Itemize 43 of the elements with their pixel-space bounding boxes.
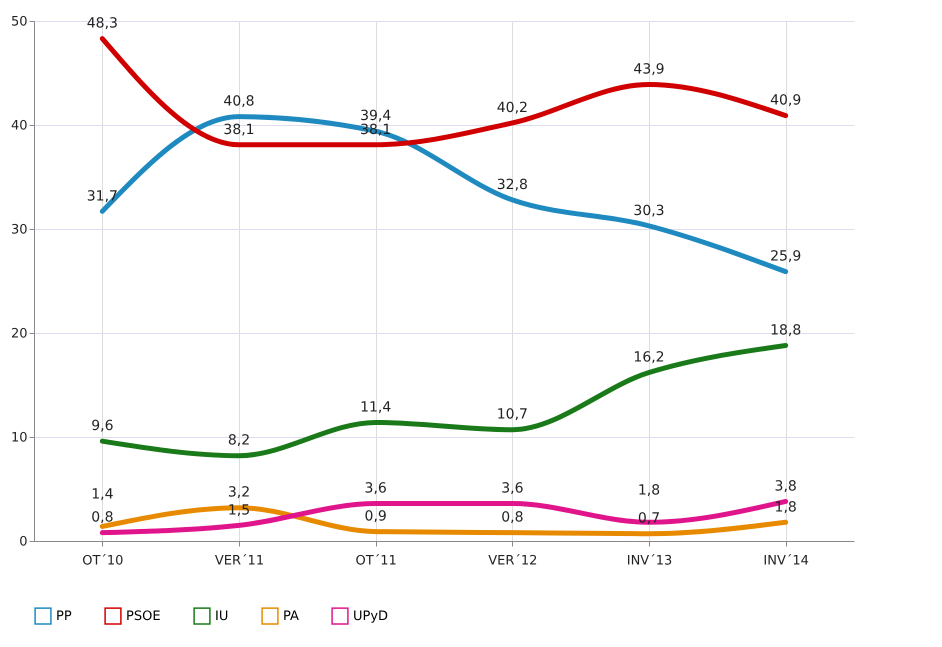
data-label: 1,8: [638, 482, 660, 498]
data-label: 18,8: [770, 322, 802, 338]
data-label: 32,8: [496, 176, 528, 193]
y-tick-label: 40: [10, 118, 28, 134]
x-tick-label: OT´11: [356, 554, 397, 568]
data-label: 43,9: [633, 61, 665, 78]
y-tick-label: 0: [19, 534, 28, 550]
legend-label: PP: [56, 609, 72, 624]
y-tick-label: 50: [10, 14, 28, 30]
data-label: 10,7: [496, 406, 528, 423]
data-label: 40,9: [770, 92, 802, 109]
x-tick-label: VER´11: [214, 554, 264, 568]
legend-label: IU: [215, 609, 228, 624]
data-label: 1,4: [91, 486, 114, 502]
data-label: 0,9: [364, 508, 387, 525]
data-label: 40,2: [496, 100, 528, 116]
data-label: 25,9: [770, 248, 802, 265]
data-label: 39,4: [360, 108, 392, 124]
data-label: 3,2: [228, 484, 250, 501]
data-label: 0,8: [91, 510, 114, 526]
y-tick-label: 10: [10, 430, 28, 446]
data-label: 48,3: [86, 16, 118, 32]
y-tick-label: 20: [10, 326, 28, 342]
data-label: 16,2: [633, 350, 665, 366]
data-label: 3,6: [364, 480, 387, 497]
x-tick-label: OT´10: [82, 554, 124, 568]
data-label: 3,6: [501, 480, 524, 497]
data-label: 30,3: [633, 202, 665, 219]
x-tick-label: INV´13: [626, 554, 672, 568]
data-label: 1,8: [774, 499, 797, 516]
x-tick-label: VER´12: [488, 554, 538, 568]
x-tick-label: INV´14: [763, 554, 809, 568]
data-label: 8,2: [228, 432, 250, 449]
data-label: 9,6: [91, 418, 114, 434]
data-label: 0,8: [501, 510, 524, 526]
data-label: 40,8: [223, 94, 255, 110]
data-label: 38,1: [223, 122, 255, 138]
data-label: 11,4: [360, 399, 392, 416]
legend-label: PA: [283, 609, 300, 624]
y-tick-label: 30: [10, 222, 28, 238]
legend-label: PSOE: [126, 609, 161, 624]
legend-label: UPyD: [353, 609, 388, 624]
data-label: 3,8: [774, 478, 797, 494]
